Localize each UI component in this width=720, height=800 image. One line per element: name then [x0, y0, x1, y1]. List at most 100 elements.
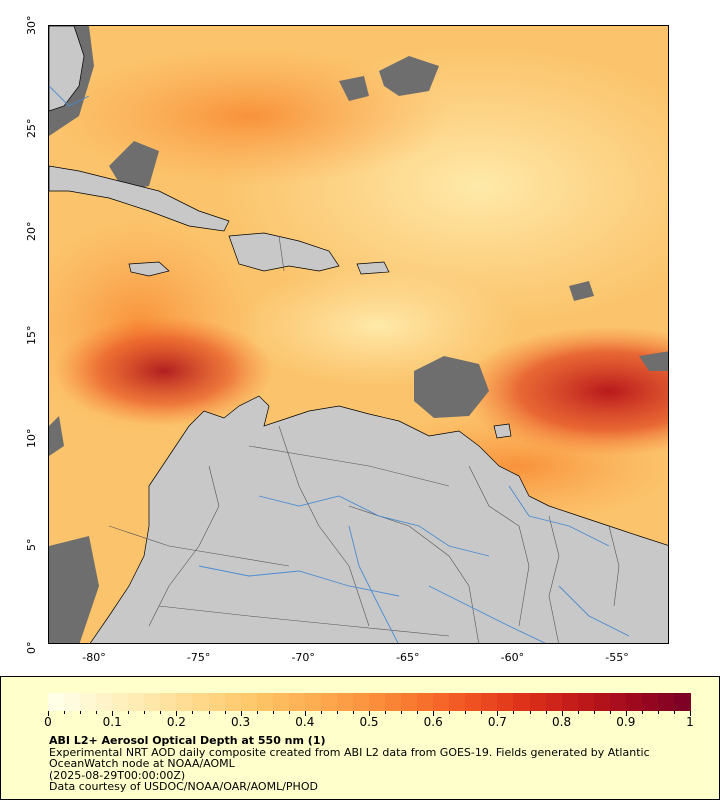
colorbar-tick-mark — [690, 711, 691, 716]
colorbar-swatch — [481, 693, 498, 711]
colorbar-tick-mark — [272, 711, 274, 714]
colorbar-tick-mark — [256, 711, 258, 714]
latitude-label: 25° — [25, 118, 38, 139]
aod-light-zone-center — [239, 266, 519, 386]
colorbar — [48, 693, 691, 711]
colorbar-swatch — [208, 693, 226, 711]
colorbar-tick-mark — [112, 711, 114, 716]
colorbar-tick-mark — [144, 711, 146, 714]
hispaniola-land — [228, 232, 340, 272]
colorbar-tick-mark — [320, 711, 322, 714]
rivers — [49, 85, 630, 643]
south-america-land — [89, 395, 668, 643]
colorbar-swatch — [80, 693, 97, 711]
colorbar-tick-mark — [449, 711, 451, 714]
colorbar-tick-mark — [657, 711, 659, 714]
colorbar-tick-mark — [641, 711, 643, 714]
colorbar-swatch — [497, 693, 515, 711]
colorbar-tick-mark — [625, 711, 627, 716]
colorbar-tick-mark — [433, 711, 435, 716]
colorbar-swatch — [577, 693, 595, 711]
colorbar-swatch — [256, 693, 274, 711]
colorbar-swatch — [192, 693, 210, 711]
colorbar-tick-mark — [208, 711, 210, 714]
latitude-label: 15° — [25, 325, 38, 345]
latitude-label: 5° — [25, 538, 38, 551]
colorbar-tick-mark — [48, 711, 49, 716]
colorbar-swatch — [352, 693, 370, 711]
latitude-label: 30° — [25, 15, 38, 36]
colorbar-tick-mark — [240, 711, 242, 716]
colorbar-swatch — [401, 693, 418, 711]
colorbar-tick-mark — [577, 711, 579, 714]
political-borders — [108, 235, 620, 643]
colorbar-tick-label: 0.1 — [102, 715, 122, 729]
colorbar-swatch — [593, 693, 611, 711]
colorbar-swatch — [625, 693, 643, 711]
colorbar-swatch — [385, 693, 402, 711]
colorbar-swatch — [96, 693, 113, 711]
colorbar-swatch — [320, 693, 338, 711]
latitude-label: 0° — [25, 641, 38, 655]
florida-land — [49, 26, 85, 112]
colorbar-tick-mark — [497, 711, 499, 716]
colorbar-tick-mark — [529, 711, 531, 714]
colorbar-tick-mark — [673, 711, 675, 714]
colorbar-tick-label: 0.5 — [359, 715, 379, 729]
colorbar-swatch — [609, 693, 627, 711]
colorbar-tick-label: 0.9 — [616, 715, 636, 729]
puerto-rico-land — [356, 261, 390, 275]
colorbar-tick-mark — [481, 711, 483, 714]
colorbar-tick-mark — [593, 711, 595, 714]
jamaica-land — [128, 261, 170, 277]
colorbar-swatch — [529, 693, 547, 711]
legend-description-line1: Experimental NRT AOD daily composite cre… — [49, 745, 650, 759]
colorbar-tick-mark — [80, 711, 82, 714]
colorbar-swatch — [112, 693, 129, 711]
colorbar-tick-label: 0 — [44, 715, 52, 729]
longitude-label: -75° — [186, 651, 211, 664]
longitude-label: -70° — [291, 651, 315, 664]
longitude-label: -65° — [396, 651, 420, 664]
colorbar-tick-mark — [385, 711, 387, 714]
colorbar-swatch — [304, 693, 322, 711]
legend-title: ABI L2+ Aerosol Optical Depth at 550 nm … — [49, 734, 326, 747]
colorbar-swatch — [449, 693, 466, 711]
colorbar-tick-mark — [304, 711, 306, 716]
colorbar-tick-label: 0.7 — [487, 715, 507, 729]
colorbar-tick-mark — [176, 711, 178, 716]
colorbar-swatch — [160, 693, 177, 711]
colorbar-tick-label: 1 — [686, 715, 694, 729]
colorbar-tick-label: 0.8 — [552, 715, 572, 729]
latitude-label: 20° — [25, 221, 38, 242]
aod-high-plume-west — [54, 316, 274, 426]
colorbar-swatch — [176, 693, 194, 711]
colorbar-tick-mark — [561, 711, 563, 716]
colorbar-swatch — [641, 693, 659, 711]
colorbar-swatch — [513, 693, 531, 711]
colorbar-swatch — [369, 693, 386, 711]
legend-description-line2: OceanWatch node at NOAA/AOML — [49, 757, 235, 770]
colorbar-tick-label: 0.3 — [231, 715, 251, 729]
colorbar-tick-mark — [128, 711, 130, 714]
legend-date: (2025-08-29T00:00:00Z) — [49, 768, 186, 782]
colorbar-swatch — [144, 693, 161, 711]
colorbar-swatch — [657, 693, 675, 711]
longitude-label: -80° — [82, 651, 106, 664]
aod-map — [49, 26, 668, 643]
colorbar-swatch — [465, 693, 482, 711]
colorbar-tick-mark — [369, 711, 370, 716]
colorbar-swatch — [561, 693, 579, 711]
longitude-label: -60° — [500, 651, 525, 664]
colorbar-tick-mark — [609, 711, 611, 714]
colorbar-tick-mark — [352, 711, 354, 714]
land-masses — [49, 26, 668, 643]
map-panel — [48, 25, 669, 644]
colorbar-tick-label: 0.6 — [423, 715, 443, 729]
colorbar-tick-mark — [96, 711, 98, 714]
colorbar-swatch — [64, 693, 81, 711]
cuba-land — [49, 165, 230, 232]
colorbar-swatch — [240, 693, 258, 711]
colorbar-swatch — [128, 693, 145, 711]
colorbar-tick-label: 0.2 — [166, 715, 186, 729]
